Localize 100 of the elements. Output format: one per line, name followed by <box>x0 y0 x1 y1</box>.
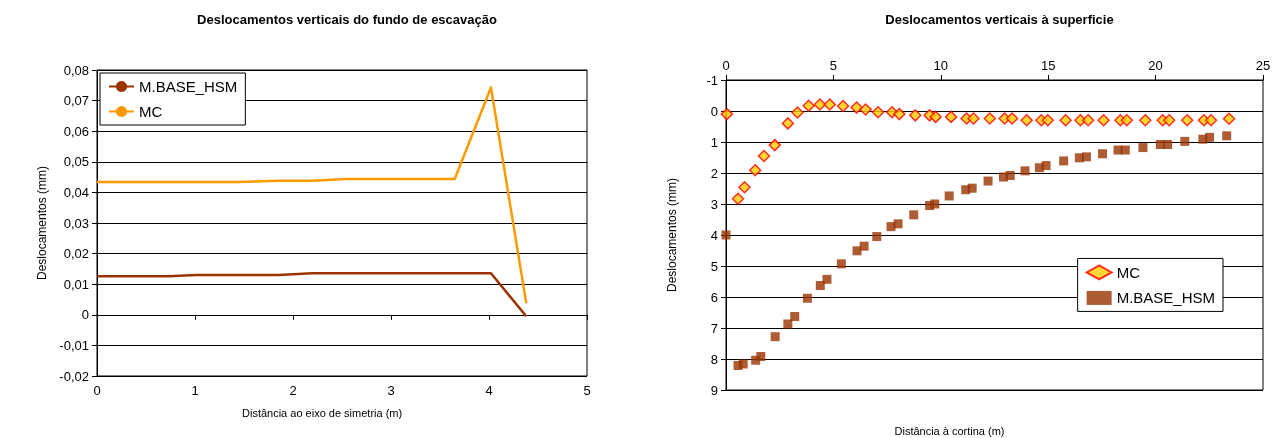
point <box>1120 114 1134 127</box>
x-tick-label: 5 <box>583 383 591 398</box>
point <box>1097 114 1110 127</box>
point <box>1205 132 1215 142</box>
point <box>757 149 771 163</box>
point <box>1139 114 1152 127</box>
y-tick-label: -0,01 <box>59 337 89 353</box>
point <box>893 107 906 121</box>
y-tick-label: 0 <box>81 307 89 323</box>
x-tick-label: 4 <box>485 383 493 398</box>
point <box>871 105 885 119</box>
point <box>1059 114 1072 127</box>
point <box>944 191 954 201</box>
y-tick-label: 0,07 <box>63 93 89 109</box>
y-tick-label: 2 <box>710 165 718 181</box>
point <box>930 199 940 209</box>
y-tick-label: 3 <box>710 196 718 212</box>
point <box>783 319 793 329</box>
point <box>1059 156 1069 166</box>
y-tick-label: 0,01 <box>63 276 89 292</box>
y-tick-label: 4 <box>710 227 718 243</box>
point <box>790 312 800 322</box>
y-tick-label: 0,04 <box>63 184 89 200</box>
point <box>731 192 745 205</box>
point <box>836 99 850 113</box>
point <box>823 98 836 111</box>
point <box>738 359 748 369</box>
point <box>908 109 922 122</box>
y-tick-label: -1 <box>706 72 718 88</box>
point <box>967 112 980 125</box>
y-tick-label: 0 <box>710 103 718 119</box>
x-tick-label: 2 <box>289 383 297 398</box>
x-tick-label: 0 <box>93 383 101 398</box>
y-tick-label: 9 <box>710 382 718 398</box>
point <box>822 274 832 284</box>
point <box>770 332 780 342</box>
point <box>983 176 993 186</box>
y-tick-label: 0,05 <box>63 154 89 170</box>
x-axis-title: Distância ao eixo de simetria (m) <box>242 406 403 419</box>
x-tick-label: 5 <box>829 58 838 73</box>
point <box>1020 114 1033 127</box>
legend-label: M.BASE_HSM <box>1116 289 1215 307</box>
y-tick-label: 7 <box>710 320 718 336</box>
legend-label: M.BASE_HSM <box>139 78 238 95</box>
point <box>720 107 734 121</box>
point <box>1180 114 1194 127</box>
y-tick-label: 0,08 <box>63 62 89 78</box>
point <box>983 112 997 125</box>
point <box>836 259 846 269</box>
y-tick-label: 5 <box>710 258 718 274</box>
point <box>1081 152 1091 162</box>
x-tick-label: 0 <box>722 58 730 73</box>
y-tick-label: -0,02 <box>59 368 89 384</box>
chart-title: Deslocamentos verticais do fundo de escavação <box>197 12 497 27</box>
x-tick-label: 10 <box>933 58 949 73</box>
x-tick-label: 15 <box>1040 58 1056 73</box>
x-tick-label: 25 <box>1255 58 1271 73</box>
point <box>1222 112 1236 125</box>
point <box>886 222 896 232</box>
x-axis-title: Distância à cortina (m) <box>894 424 1005 437</box>
point <box>802 99 815 112</box>
x-tick-label: 20 <box>1148 58 1163 73</box>
point <box>967 183 977 193</box>
x-tick-label: 3 <box>387 383 395 398</box>
point <box>850 101 863 114</box>
point <box>944 110 958 124</box>
point <box>1222 131 1232 141</box>
point <box>929 110 942 124</box>
y-tick-label: 0,03 <box>63 215 89 231</box>
point <box>738 181 751 194</box>
point <box>859 241 869 251</box>
x-tick-label: 1 <box>191 383 199 398</box>
point <box>1180 136 1190 146</box>
point <box>791 106 804 119</box>
legend-label: MC <box>1116 263 1141 281</box>
point <box>872 232 882 242</box>
y-axis-title: Deslocamentos (mm) <box>665 177 679 293</box>
point <box>1081 114 1095 127</box>
point <box>781 117 795 130</box>
point <box>1041 161 1051 171</box>
point <box>1020 166 1030 176</box>
y-tick-label: 8 <box>710 351 718 367</box>
point <box>1204 114 1218 127</box>
point <box>893 219 903 229</box>
point <box>768 138 782 152</box>
point <box>1098 149 1108 159</box>
point <box>1162 114 1176 127</box>
point <box>1163 139 1173 149</box>
point <box>859 103 872 116</box>
point <box>909 210 919 220</box>
point <box>748 163 762 177</box>
chart-title: Deslocamentos verticais à superficie <box>885 12 1114 27</box>
line-series <box>95 271 528 318</box>
point <box>1041 114 1055 127</box>
y-axis-title: Deslocamentos (mm) <box>35 165 50 281</box>
point <box>756 352 766 362</box>
legend-label: MC <box>139 103 163 120</box>
y-tick-label: 1 <box>710 134 718 150</box>
point <box>1120 145 1130 155</box>
point <box>1005 170 1015 180</box>
